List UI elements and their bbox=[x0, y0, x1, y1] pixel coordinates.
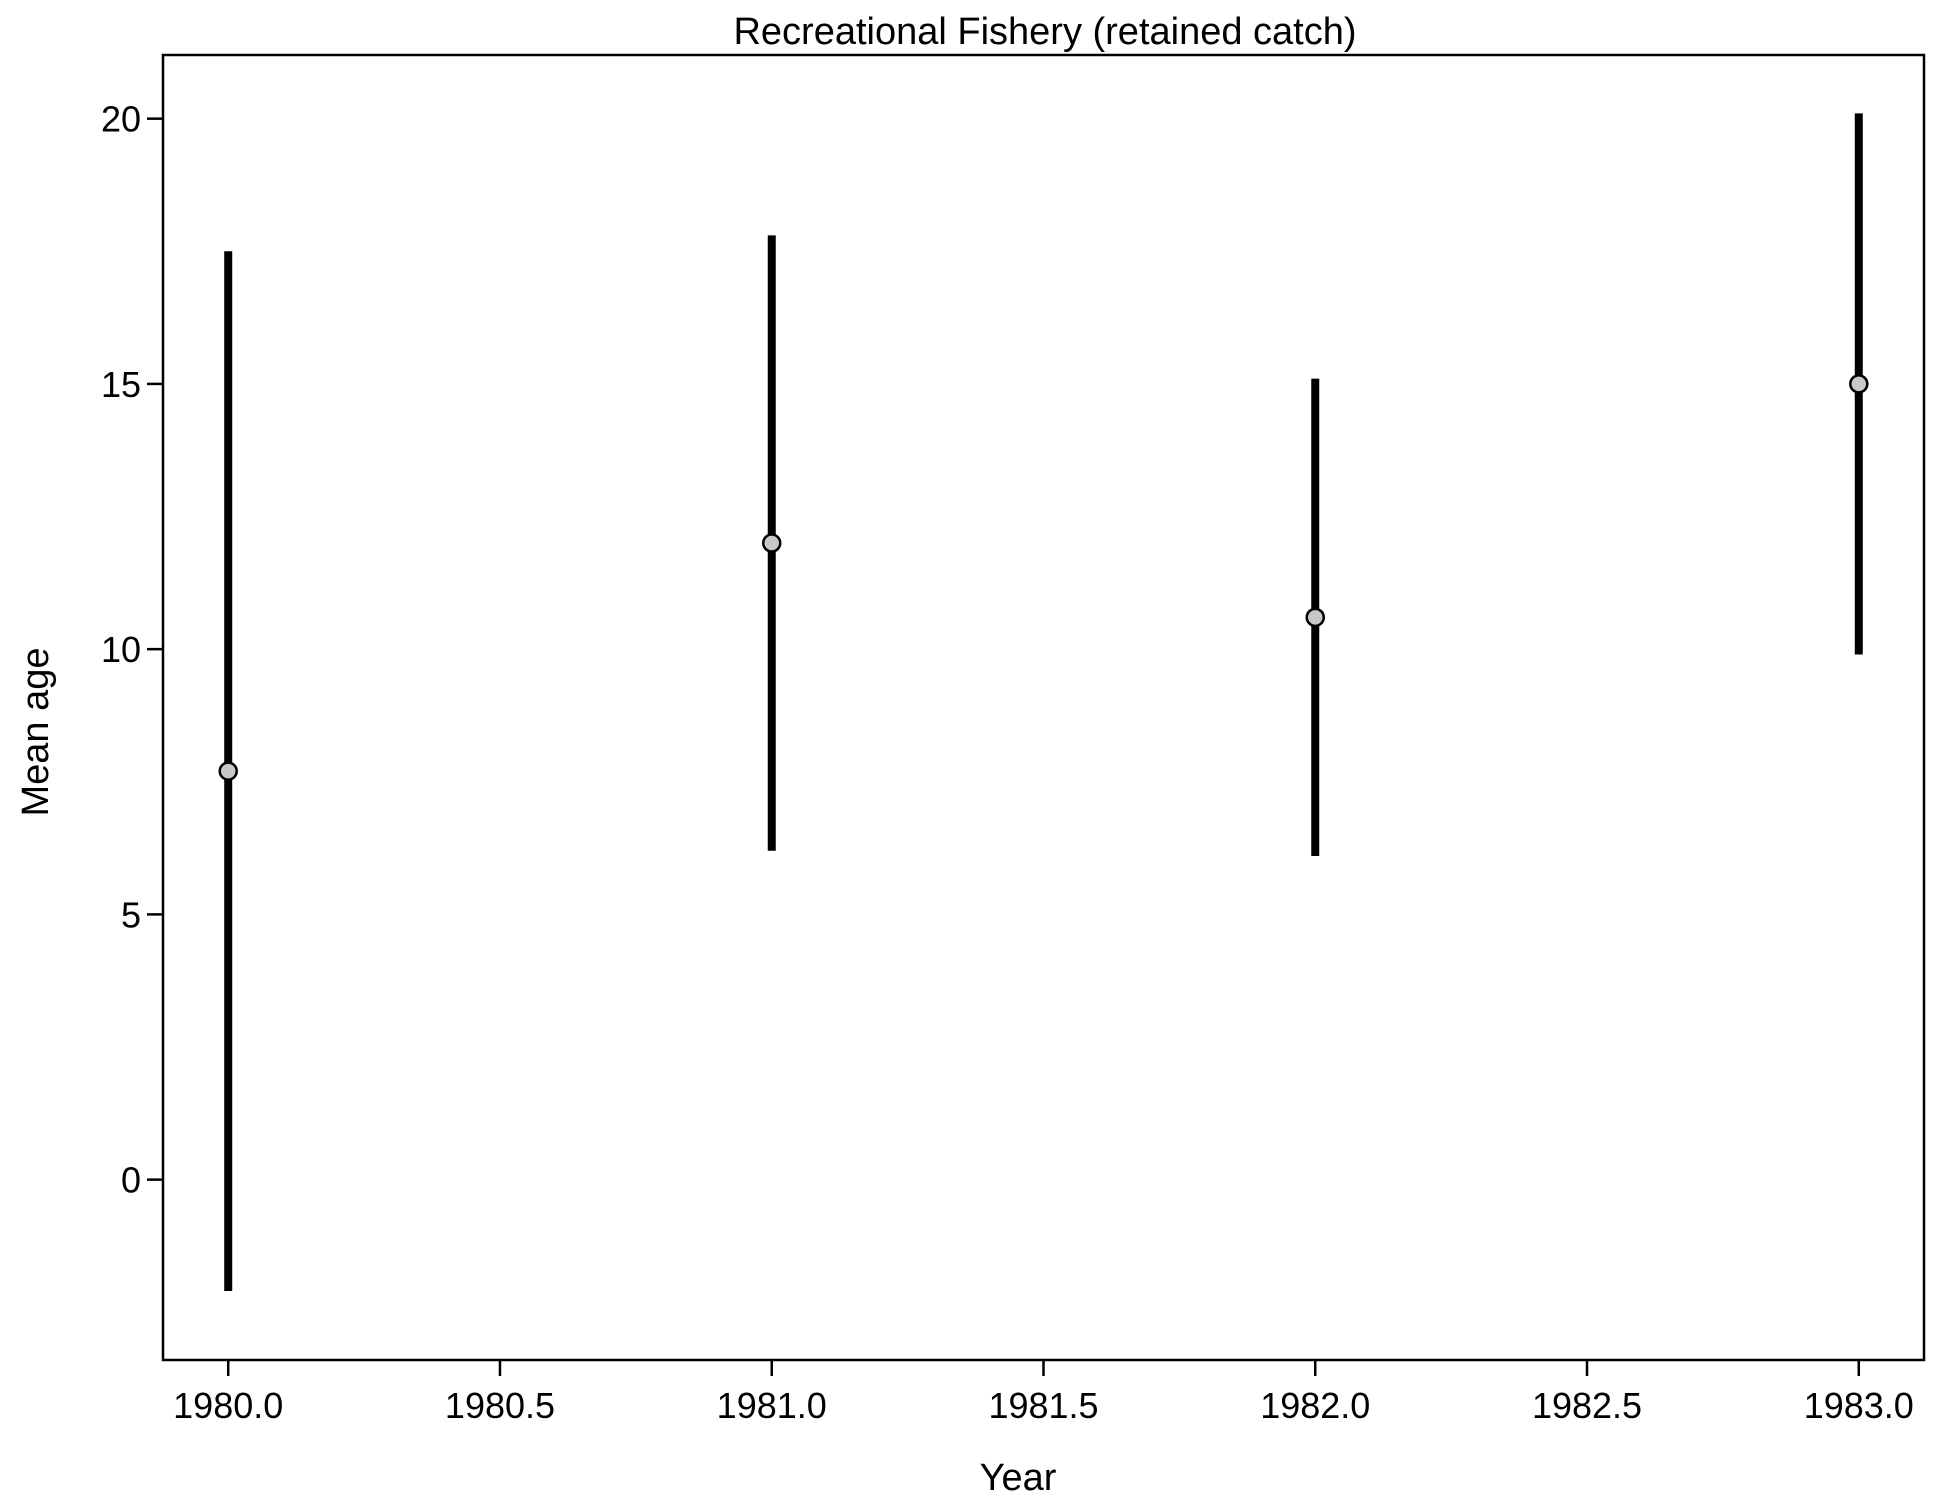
x-axis: 1980.0 1980.5 1981.0 1981.5 1982.0 1982.5 1983… bbox=[173, 1360, 1914, 1426]
y-tick-label: 10 bbox=[101, 629, 141, 670]
x-axis-label: Year bbox=[980, 1457, 1057, 1499]
x-tick-label: 1980.0 bbox=[173, 1385, 283, 1426]
mean-point bbox=[1305, 607, 1326, 628]
mean-point bbox=[1849, 374, 1869, 394]
mean-point bbox=[218, 761, 238, 781]
y-tick-label: 15 bbox=[101, 364, 141, 405]
y-tick-label: 5 bbox=[121, 894, 141, 935]
x-tick-label: 1981.0 bbox=[717, 1385, 827, 1426]
plot-frame bbox=[161, 53, 1926, 1362]
mean-point bbox=[761, 533, 782, 553]
y-tick-label: 0 bbox=[121, 1160, 141, 1201]
data-marks bbox=[218, 113, 1869, 1292]
y-axis: 0 5 10 15 20 bbox=[101, 99, 163, 1201]
y-axis-label: Mean age bbox=[15, 647, 57, 816]
x-tick-label: 1981.5 bbox=[988, 1385, 1098, 1426]
x-tick-label: 1982.0 bbox=[1260, 1385, 1370, 1426]
x-tick-label: 1980.5 bbox=[445, 1385, 555, 1426]
x-tick-label: 1983.0 bbox=[1804, 1385, 1914, 1426]
chart-title: Recreational Fishery (retained catch) bbox=[733, 11, 1356, 53]
x-tick-label: 1982.5 bbox=[1532, 1385, 1642, 1426]
y-tick-label: 20 bbox=[101, 99, 141, 140]
